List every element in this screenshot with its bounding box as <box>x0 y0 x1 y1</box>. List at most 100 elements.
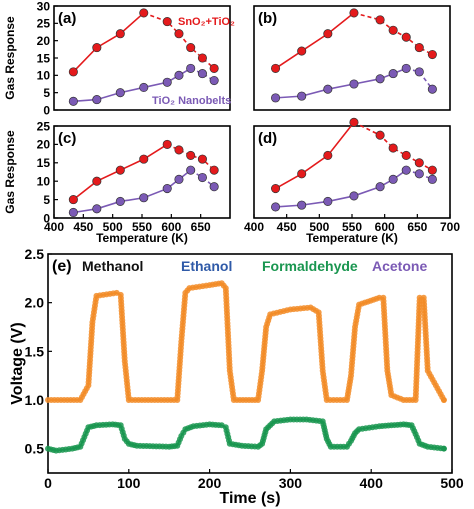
y-tick-label: 2.0 <box>25 295 45 311</box>
y-tick-label: 0.5 <box>25 441 45 457</box>
series-line <box>275 169 407 208</box>
data-point <box>186 63 196 73</box>
x-tick-label: 400 <box>244 220 264 234</box>
x-tick-label: 400 <box>44 220 64 234</box>
data-point <box>115 165 125 175</box>
data-point <box>68 67 78 77</box>
data-point <box>271 63 281 73</box>
panel-b: (b) <box>253 5 451 111</box>
series-line <box>72 12 145 73</box>
panel-label: (c) <box>58 130 76 147</box>
y-tick-label: 0 <box>43 103 50 117</box>
data-point <box>186 150 196 160</box>
data-point <box>388 69 398 79</box>
data-point <box>209 75 219 86</box>
data-point <box>197 172 207 183</box>
data-point <box>92 176 102 186</box>
data-point <box>323 29 333 39</box>
data-point <box>323 150 333 160</box>
panel-label: (a) <box>58 10 76 27</box>
series-line <box>275 12 355 70</box>
data-point <box>271 184 281 194</box>
data-point <box>68 207 78 218</box>
data-point <box>297 46 307 56</box>
data-point <box>427 165 437 175</box>
data-point <box>401 150 411 160</box>
series-line <box>275 67 407 99</box>
x-tick-label: 100 <box>117 475 141 491</box>
x-tick-label: 550 <box>342 220 362 234</box>
data-point <box>414 158 424 168</box>
data-point <box>349 79 359 89</box>
y-tick-label: 10 <box>37 175 51 189</box>
x-tick-label: 300 <box>279 475 303 491</box>
panel-label: (b) <box>258 10 277 27</box>
data-point <box>209 165 219 175</box>
data-point <box>427 84 437 94</box>
data-point <box>323 84 333 94</box>
y-tick-label: 30 <box>37 0 51 13</box>
series-line <box>73 169 192 214</box>
data-point <box>186 43 196 53</box>
data-point <box>401 63 411 73</box>
data-point <box>92 95 102 105</box>
data-point <box>115 29 125 39</box>
data-point <box>375 182 385 192</box>
x-axis-title: Temperature (K) <box>96 231 188 245</box>
series-line <box>275 121 355 190</box>
x-tick-label: 500 <box>103 220 123 234</box>
data-point <box>401 32 411 42</box>
data-point <box>414 67 424 77</box>
data-point <box>414 169 424 179</box>
data-point <box>375 130 385 140</box>
x-tick-label: 650 <box>407 220 427 234</box>
y-tick-label: 0 <box>43 211 50 225</box>
y-tick-label: 1.0 <box>25 392 45 408</box>
data-point <box>162 139 172 149</box>
y-tick-label: 2.5 <box>25 246 45 262</box>
data-point <box>197 69 207 79</box>
data-point <box>115 196 125 206</box>
data-point <box>174 70 184 80</box>
y-tick-label: 15 <box>37 156 51 170</box>
data-point <box>271 93 281 103</box>
panel-label: (e) <box>52 258 72 275</box>
y-axis-title: Gas Response <box>3 130 17 214</box>
series-line-dashed <box>190 169 215 188</box>
data-point <box>92 43 102 53</box>
data-point <box>349 8 359 18</box>
data-point <box>349 117 359 127</box>
y-tick-label: 25 <box>37 119 51 133</box>
data-point <box>427 174 437 184</box>
gas-label: Acetone <box>372 258 427 274</box>
data-point <box>297 91 307 101</box>
data-point <box>139 193 149 203</box>
plot-frame <box>53 125 231 219</box>
data-point <box>139 8 149 18</box>
x-tick-label: 600 <box>375 220 395 234</box>
data-point <box>209 63 219 73</box>
data-point <box>186 165 196 175</box>
data-point <box>174 29 184 39</box>
x-tick-label: 0 <box>44 475 52 491</box>
data-point <box>197 154 207 164</box>
data-point <box>440 445 447 452</box>
x-tick-label: 650 <box>191 220 211 234</box>
data-point <box>68 96 78 106</box>
data-point <box>92 204 102 214</box>
x-axis-title: Temperature (K) <box>306 231 398 245</box>
x-tick-label: 450 <box>73 220 93 234</box>
data-point <box>375 74 385 84</box>
series-line-dashed <box>406 169 433 181</box>
data-point <box>174 174 184 184</box>
data-point <box>388 143 398 153</box>
y-tick-label: 5 <box>43 193 50 207</box>
y-tick-label: 10 <box>37 69 51 83</box>
x-tick-label: 700 <box>440 220 460 234</box>
data-point <box>271 202 281 212</box>
data-point <box>162 184 172 194</box>
data-point <box>297 169 307 179</box>
panel-c: 0 5 10 15 20 25 400 450 500 550 600 650 Gas Response… <box>3 119 231 245</box>
y-axis-title: Voltage (V) <box>9 322 26 404</box>
